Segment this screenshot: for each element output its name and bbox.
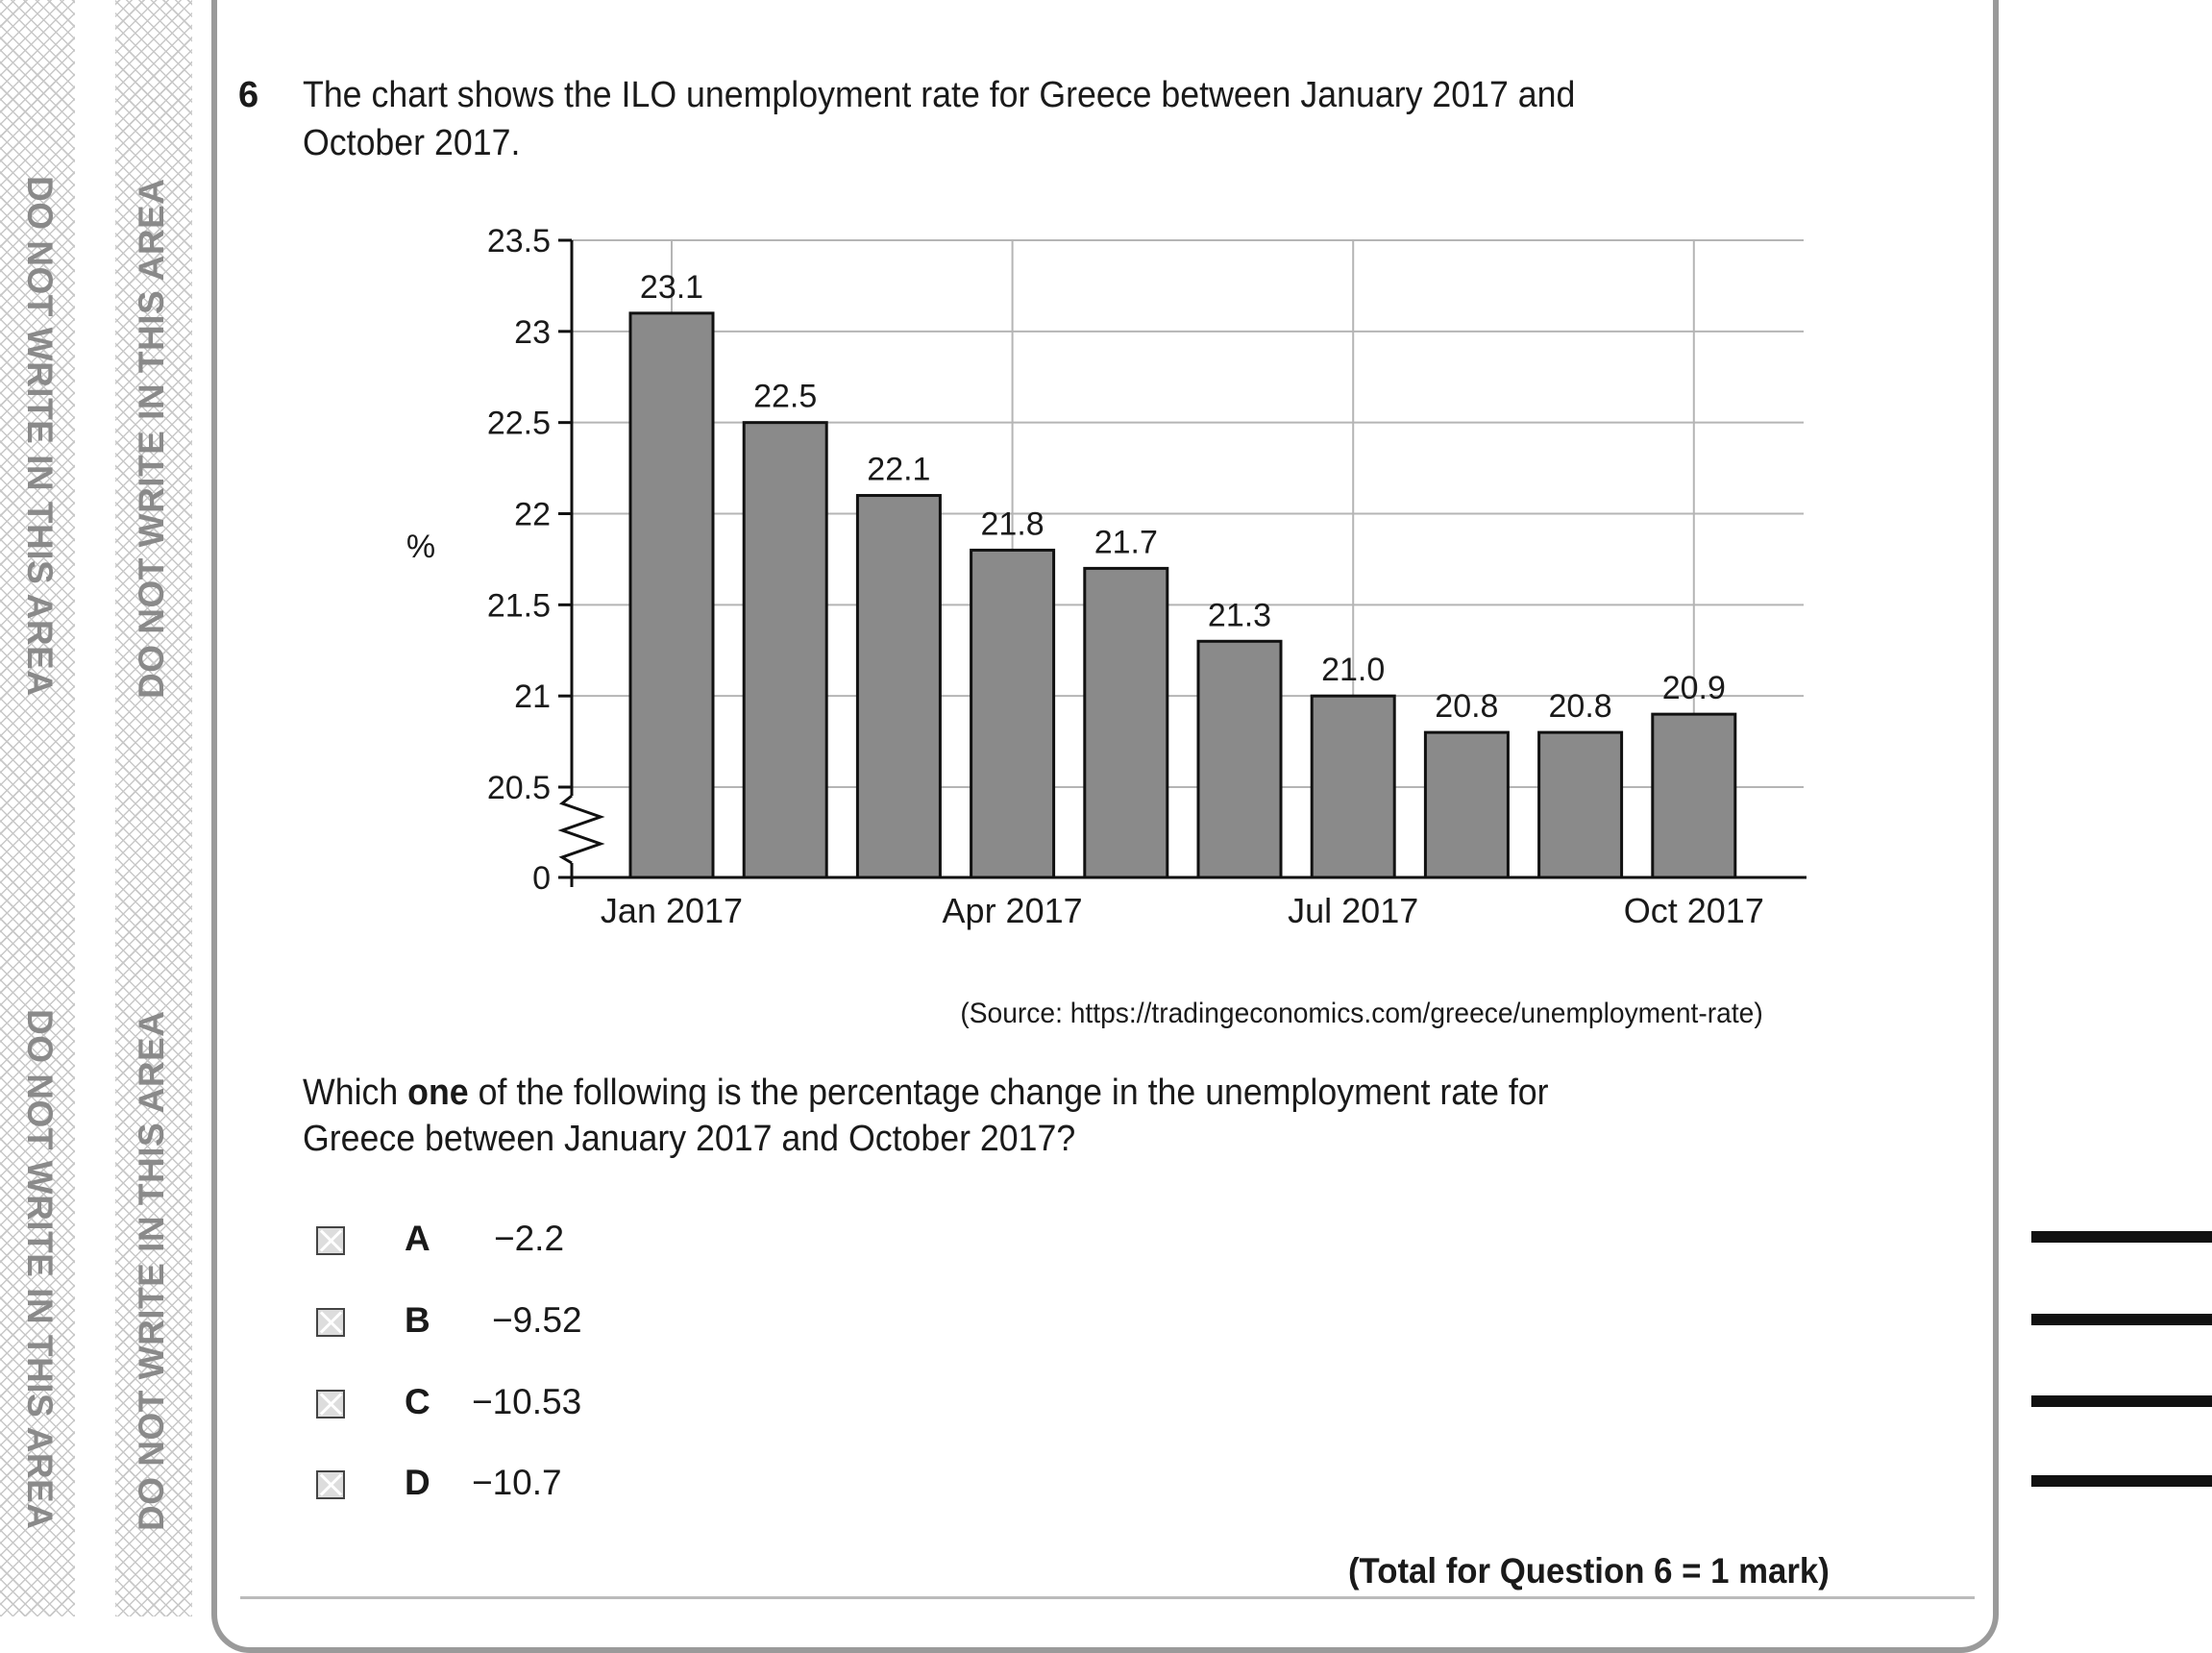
chart-source: (Source: https://tradingeconomics.com/gr… <box>960 998 1763 1029</box>
y-tick-label: 23 <box>514 314 551 351</box>
prompt-post: of the following is the percentage chang… <box>468 1073 1549 1113</box>
checkbox-icon[interactable] <box>316 1226 345 1255</box>
total-marks: (Total for Question 6 = 1 mark) <box>1348 1551 1830 1591</box>
x-tick-label: Jan 2017 <box>601 891 743 930</box>
bar <box>970 548 1056 879</box>
data-label: 21.8 <box>981 506 1045 542</box>
option-value: −2.2 <box>494 1219 565 1258</box>
data-label: 23.1 <box>640 269 703 306</box>
y-tick-label: 21.5 <box>487 587 551 624</box>
data-label: 21.0 <box>1321 652 1385 688</box>
x-tick-label: Oct 2017 <box>1624 891 1764 930</box>
y-tick-label: 22 <box>514 497 551 533</box>
data-label: 21.7 <box>1094 524 1158 560</box>
prompt-line2: Greece between January 2017 and October … <box>303 1119 1076 1159</box>
axis-break-icon <box>557 794 605 865</box>
option-letter: C <box>405 1382 430 1421</box>
bar <box>1083 566 1169 879</box>
data-label: 20.9 <box>1662 670 1726 706</box>
option-value: −10.7 <box>472 1463 562 1502</box>
checkbox-icon[interactable] <box>316 1390 345 1419</box>
question-text-line1: The chart shows the ILO unemployment rat… <box>303 75 1576 115</box>
option-value: −10.53 <box>472 1382 582 1421</box>
bottom-rule <box>240 1596 1975 1599</box>
marker-bar <box>2031 1314 2212 1325</box>
data-label: 21.3 <box>1208 597 1271 633</box>
y-tick-label: 20.5 <box>487 770 551 806</box>
y-tick-label: 23.5 <box>487 223 551 259</box>
y-tick-label: 21 <box>514 678 551 715</box>
y-zero-label: 0 <box>532 860 551 897</box>
bar <box>855 494 942 879</box>
bar <box>1537 730 1624 879</box>
y-axis-label: % <box>406 529 435 565</box>
bar-chart: 23.5 23 22.5 22 21.5 21 20.5 23.1 22.5 22.1 21.8 21… <box>406 223 1806 930</box>
question-text-line2: October 2017. <box>303 123 521 163</box>
data-label: 20.8 <box>1549 688 1612 725</box>
bar <box>1310 694 1396 879</box>
prompt-line1: Which one of the following is the percen… <box>303 1073 1549 1114</box>
bar <box>1196 639 1283 879</box>
option-letter: A <box>405 1219 430 1258</box>
bar <box>628 311 715 879</box>
bar <box>742 421 828 879</box>
option-value: −9.52 <box>492 1300 582 1340</box>
question-number: 6 <box>238 75 259 115</box>
marker-bar <box>2031 1395 2212 1407</box>
marker-bar <box>2031 1475 2212 1487</box>
marker-bar <box>2031 1231 2212 1243</box>
data-label: 22.5 <box>753 379 817 415</box>
x-tick-label: Jul 2017 <box>1288 891 1418 930</box>
checkbox-icon[interactable] <box>316 1308 345 1337</box>
bar <box>1423 730 1510 879</box>
option-letter: D <box>405 1463 430 1502</box>
bar <box>1651 712 1737 879</box>
prompt-bold: one <box>407 1073 469 1113</box>
data-label: 22.1 <box>867 452 930 488</box>
option-letter: B <box>405 1300 430 1340</box>
prompt-pre: Which <box>303 1073 408 1113</box>
margin-strip-outer: DO NOT WRITE IN THIS AREA DO NOT WRITE I… <box>0 0 75 1616</box>
margin-strip-inner: DO NOT WRITE IN THIS AREA DO NOT WRITE I… <box>115 0 192 1616</box>
y-tick-label: 22.5 <box>487 406 551 442</box>
data-label: 20.8 <box>1435 688 1498 725</box>
x-tick-label: Apr 2017 <box>943 891 1083 930</box>
checkbox-icon[interactable] <box>316 1470 345 1499</box>
